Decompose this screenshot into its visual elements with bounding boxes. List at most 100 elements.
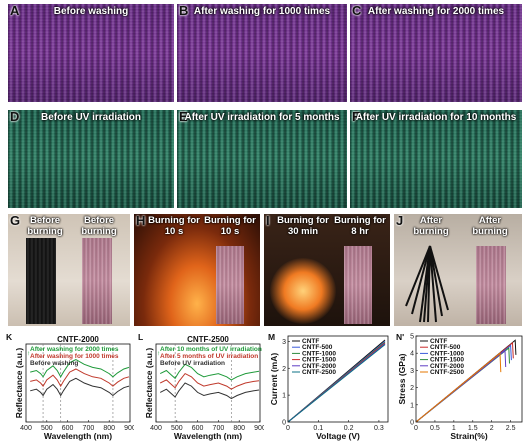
panel-a-image: A Before washing	[8, 4, 174, 102]
chart-n-y-tick-label: 1	[410, 402, 414, 409]
chart-m-svg: M 0 0.1 0.2 0.3 0 1 2 3 Voltage (V) Current (mA) CN…	[268, 332, 389, 441]
chart-l-title: CNTF-2500	[187, 335, 229, 344]
chart-k: K 400 500 600 700 800 900 Wavelength (nm) Reflec…	[4, 330, 134, 446]
chart-l-x-tick-label: 500	[171, 425, 183, 432]
black-fabric	[26, 238, 56, 324]
chart-k-legend-arrow-icon: ↑	[27, 350, 30, 357]
panel-j-caption-2: After burning	[472, 215, 508, 237]
panel-b-label: B	[179, 4, 189, 18]
chart-m-panel-label: M	[268, 332, 275, 342]
panel-h-image: H Burning for 10 s Burning for 10 s	[134, 214, 260, 326]
chart-l-x-tick-label: 400	[150, 425, 162, 432]
panel-j-label: J	[396, 214, 404, 228]
chart-l-legend-entry: After 10 months of UV irradiation	[160, 346, 262, 353]
panel-j-image: J After burning After burning	[394, 214, 522, 326]
chart-k-x-tick-label: 800	[103, 425, 115, 432]
chart-m: M 0 0.1 0.2 0.3 0 1 2 3 Voltage (V) Current (mA) CN…	[266, 330, 392, 446]
panel-f-label: F	[352, 110, 360, 124]
chart-k-panel-label: K	[6, 332, 13, 342]
chart-k-y-axis-label: Reflectance (a.u.)	[14, 348, 24, 419]
panel-e-label: E	[179, 110, 188, 124]
chart-k-x-tick-label: 400	[20, 425, 32, 432]
panel-d-label: D	[10, 110, 20, 124]
panel-a-caption: Before washing	[53, 6, 129, 17]
chart-k-series-line	[30, 368, 130, 388]
panel-g-label: G	[10, 214, 21, 228]
chart-l-frame	[155, 343, 261, 423]
chart-k-svg: K 400 500 600 700 800 900 Wavelength (nm) Reflec…	[6, 332, 134, 441]
panel-i-caption-1: Burning for 30 min	[277, 215, 329, 237]
chart-n-y-tick-label: 2	[410, 385, 414, 392]
chart-n-x-tick-label: 1	[452, 425, 456, 432]
chart-n-legend-entry: CNTF	[430, 338, 447, 345]
chart-l-x-tick-label: 900	[254, 425, 264, 432]
panel-e-image: E After UV irradiation for 5 months	[177, 110, 347, 208]
chart-m-series-line	[287, 344, 386, 423]
panel-c-caption: After washing for 2000 times	[367, 6, 505, 17]
panel-i-image: I Burning for 30 min Burning for 8 hr	[264, 214, 390, 326]
chart-n-legend-entry: CNTF-500	[430, 344, 461, 351]
chart-k-series-line	[30, 359, 130, 378]
chart-m-y-tick-label: 2	[282, 366, 286, 373]
chart-n-x-axis-label: Strain(%)	[450, 431, 487, 441]
chart-n-x-tick-label: 2	[490, 425, 494, 432]
panel-d-caption: Before UV irradiation	[40, 112, 142, 123]
chart-l-legend-entry: Before UV irradiation	[160, 360, 225, 367]
chart-n-y-axis-label: Stress (GPa)	[397, 353, 407, 404]
chart-n-x-tick-label: 1.5	[468, 425, 478, 432]
chart-m-x-tick-label: 0.2	[344, 425, 354, 432]
pink-fabric	[82, 238, 112, 324]
panel-g-image: G Before burning Before burning	[8, 214, 130, 326]
chart-l-svg: L 400 500 600 700 800 900 Wavelength (nm) Reflec…	[138, 332, 264, 441]
chart-n-y-tick-label: 3	[410, 368, 414, 375]
panel-h-label: H	[136, 214, 146, 228]
chart-m-legend-entry: CNTF-1500	[302, 357, 336, 364]
chart-k-legend-entry: After washing for 1000 times	[30, 353, 119, 360]
panel-e-caption: After UV irradiation for 5 months	[184, 112, 340, 123]
chart-k-x-tick-label: 700	[83, 425, 95, 432]
panel-h-caption-2: Burning for 10 s	[204, 215, 256, 237]
chart-n-y-tick-label: 0	[410, 420, 414, 427]
panel-b-caption: After washing for 1000 times	[193, 6, 331, 17]
chart-l-x-tick-label: 600	[192, 425, 204, 432]
chart-m-x-tick-label: 0.3	[374, 425, 384, 432]
chart-m-legend-entry: CNTF-1000	[302, 350, 336, 357]
chart-l-series-line	[159, 382, 260, 400]
chart-n-x-tick-label: 2.5	[506, 425, 516, 432]
chart-n-frame	[415, 335, 523, 423]
panel-g-caption-1: Before burning	[27, 215, 63, 237]
chart-n-legend-entry: CNTF-2000	[430, 363, 464, 370]
chart-n-y-tick-label: 5	[410, 334, 414, 341]
panel-b-image: B After washing for 1000 times	[177, 4, 347, 102]
chart-l-x-tick-label: 700	[213, 425, 225, 432]
panel-j-caption-1: After burning	[413, 215, 449, 237]
pink-fabric	[216, 246, 244, 324]
chart-n-svg: N' 0 0.5 1 1.5 2 2.5 0 1 2 3 4 5 Strain(%) Stress (GPa…	[396, 332, 523, 441]
panel-g-caption-2: Before burning	[81, 215, 117, 237]
chart-k-frame	[25, 343, 131, 423]
panel-i-caption-2: Burning for 8 hr	[334, 215, 386, 237]
fire-glow	[270, 258, 336, 324]
chart-m-frame	[287, 335, 389, 423]
chart-k-series-line	[30, 377, 130, 397]
burnt-black-yarn	[405, 245, 449, 323]
chart-n-legend-entry: CNTF-1500	[430, 357, 464, 364]
panel-i-label: I	[266, 214, 270, 228]
chart-k-legend-entry: After washing for 2000 times	[30, 346, 119, 353]
chart-m-legend-entry: CNTF-2500	[302, 369, 336, 376]
chart-n-y-tick-label: 4	[410, 351, 414, 358]
panel-h-caption-1: Burning for 10 s	[148, 215, 200, 237]
chart-n-panel-label: N'	[396, 332, 404, 342]
panel-c-image: C After washing for 2000 times	[350, 4, 522, 102]
chart-m-y-tick-label: 1	[282, 393, 286, 400]
chart-n-x-tick-label: 0.5	[430, 425, 440, 432]
chart-n-legend-entry: CNTF-2500	[430, 369, 464, 376]
chart-l-panel-label: L	[138, 332, 143, 342]
chart-m-legend-entry: CNTF	[302, 338, 319, 345]
chart-n-legend-entry: CNTF-1000	[430, 350, 464, 357]
chart-k-x-tick-label: 600	[62, 425, 74, 432]
chart-k-legend-entry: Before washing	[30, 360, 78, 367]
chart-m-legend-entry: CNTF-500	[302, 344, 333, 351]
pink-fabric	[344, 246, 372, 324]
panel-f-caption: After UV irradiation for 10 months	[355, 112, 517, 123]
